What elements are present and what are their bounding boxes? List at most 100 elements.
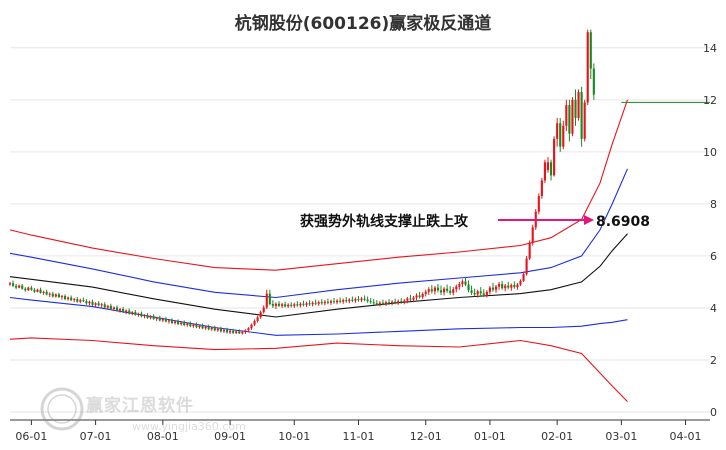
candle-body <box>271 304 274 306</box>
candlesticks <box>8 29 595 335</box>
candle-body <box>167 320 171 322</box>
candle-body <box>100 304 103 306</box>
candle-body <box>464 281 467 285</box>
candle-body <box>30 287 33 290</box>
lower-band-line <box>9 337 628 402</box>
candle-body <box>418 295 421 298</box>
mid-upper-band-line <box>9 168 629 299</box>
candle-body <box>351 299 354 301</box>
candle-body <box>446 288 449 291</box>
candle-body <box>262 307 265 313</box>
candle-body <box>118 308 122 311</box>
candle-body <box>128 310 131 314</box>
annotation-text: 获强势外轨线支撑止跌上攻 <box>300 213 469 230</box>
candle-body <box>213 327 216 331</box>
candle-body <box>424 291 427 294</box>
candle-body <box>339 300 342 302</box>
candle-body <box>363 298 366 300</box>
candle-body <box>296 304 299 306</box>
x-tick-label: 06-01 <box>15 430 47 443</box>
watermark: 赢家江恩软件 www.yingjia360.com <box>40 387 246 437</box>
candle-body <box>134 312 137 315</box>
candle-body <box>562 125 565 147</box>
candle-body <box>574 99 577 119</box>
candle-body <box>106 305 109 308</box>
candle-body <box>494 286 498 290</box>
candle-body <box>180 322 183 325</box>
candle-body <box>317 302 320 304</box>
x-tick-label: 10-01 <box>278 430 310 443</box>
candle-body <box>274 303 278 306</box>
candle-body <box>222 329 226 332</box>
y-tick-label: 0 <box>710 406 717 419</box>
candle-body <box>109 305 112 309</box>
candle-body <box>287 304 290 307</box>
candle-body <box>204 326 207 329</box>
candle-body <box>88 301 91 304</box>
candle-body <box>430 289 433 292</box>
candle-body <box>406 298 409 301</box>
candle-body <box>485 291 488 295</box>
annotation-arrowhead-icon <box>584 215 594 225</box>
candle-body <box>473 292 476 295</box>
y-tick-label: 2 <box>710 354 717 367</box>
candle-body <box>519 280 522 285</box>
candle-body <box>467 284 470 291</box>
candle-body <box>543 162 547 181</box>
candle-body <box>115 307 119 311</box>
candle-body <box>250 324 253 329</box>
candle-body <box>433 287 436 292</box>
candle-body <box>507 285 510 288</box>
candle-body <box>112 307 115 309</box>
candle-body <box>531 227 534 243</box>
candle-body <box>357 299 360 301</box>
candle-body <box>122 308 125 313</box>
candle-body <box>326 301 329 303</box>
candle-body <box>280 304 284 306</box>
candle-body <box>556 123 559 139</box>
candle-body <box>476 291 479 295</box>
candle-body <box>63 295 67 300</box>
x-tick-label: 02-01 <box>541 430 573 443</box>
candle-body <box>391 301 394 304</box>
candle-body <box>323 301 326 304</box>
candle-body <box>302 303 305 305</box>
candle-body <box>409 298 412 300</box>
candle-body <box>48 293 51 295</box>
candle-body <box>91 301 94 305</box>
candle-body <box>586 32 589 103</box>
candle-body <box>94 303 97 305</box>
candle-body <box>320 302 323 304</box>
candle-body <box>143 315 146 317</box>
candle-body <box>183 322 186 326</box>
candle-body <box>140 313 143 317</box>
x-tick-label: 12-01 <box>410 430 442 443</box>
candle-body <box>299 303 302 306</box>
annotation: 获强势外轨线支撑止跌上攻 8.6908 <box>300 213 650 230</box>
candle-body <box>27 287 30 291</box>
mid-lower-band-line <box>9 296 628 336</box>
candle-body <box>510 285 513 288</box>
candle-body <box>329 301 333 303</box>
x-tick-label: 04-01 <box>670 430 702 443</box>
candle-body <box>427 289 430 292</box>
candle-body <box>412 297 415 300</box>
candle-body <box>36 289 39 292</box>
candle-body <box>305 303 308 305</box>
candle-body <box>522 274 525 281</box>
candle-body <box>439 290 443 293</box>
candle-body <box>455 286 458 290</box>
candle-body <box>568 105 571 134</box>
candle-body <box>51 293 54 297</box>
x-tick-label: 09-01 <box>214 430 246 443</box>
candle-body <box>525 258 528 275</box>
candle-body <box>225 329 229 333</box>
candle-body <box>421 293 424 298</box>
candle-body <box>146 315 149 318</box>
candle-body <box>256 317 259 321</box>
candle-body <box>311 302 314 305</box>
candle-body <box>366 299 369 302</box>
candle-body <box>152 316 155 319</box>
candle-body <box>229 330 232 333</box>
candle-body <box>583 102 586 139</box>
